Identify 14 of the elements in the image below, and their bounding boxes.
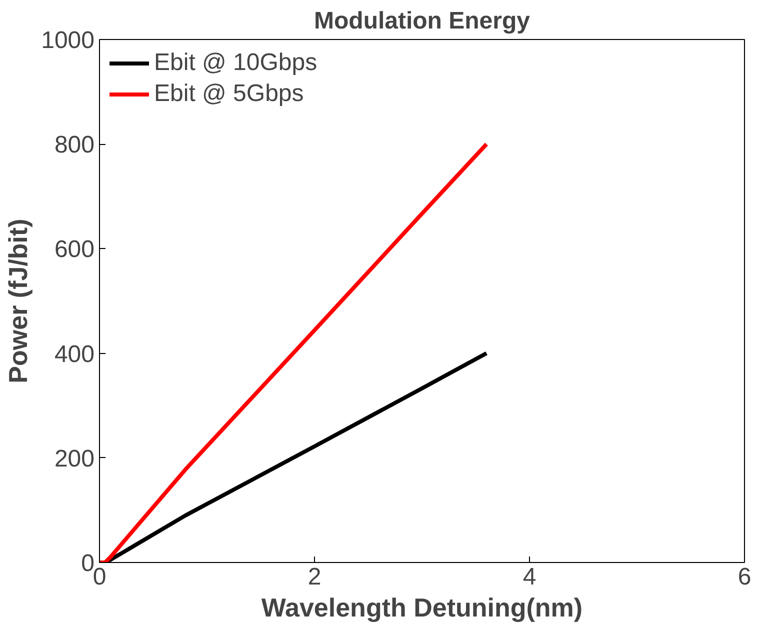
y-tick-label: 800 <box>54 132 95 159</box>
x-tick-label: 6 <box>738 564 752 590</box>
x-tick-label: 2 <box>308 564 322 590</box>
y-tick-label: 400 <box>54 340 95 368</box>
y-axis-title: Power (fJ/bit) <box>3 218 34 384</box>
y-tick-label: 200 <box>54 445 95 472</box>
line-series <box>100 142 488 562</box>
y-tick-label: 600 <box>54 236 95 264</box>
chart-title: Modulation Energy <box>314 8 531 34</box>
y-tick-label: 1000 <box>41 27 94 54</box>
x-axis-title: Wavelength Detuning(nm) <box>261 592 583 622</box>
legend-label: Ebit @ 10Gbps <box>154 49 318 77</box>
x-tick-label: 4 <box>522 564 536 590</box>
legend-label: Ebit @ 5Gbps <box>154 80 304 108</box>
